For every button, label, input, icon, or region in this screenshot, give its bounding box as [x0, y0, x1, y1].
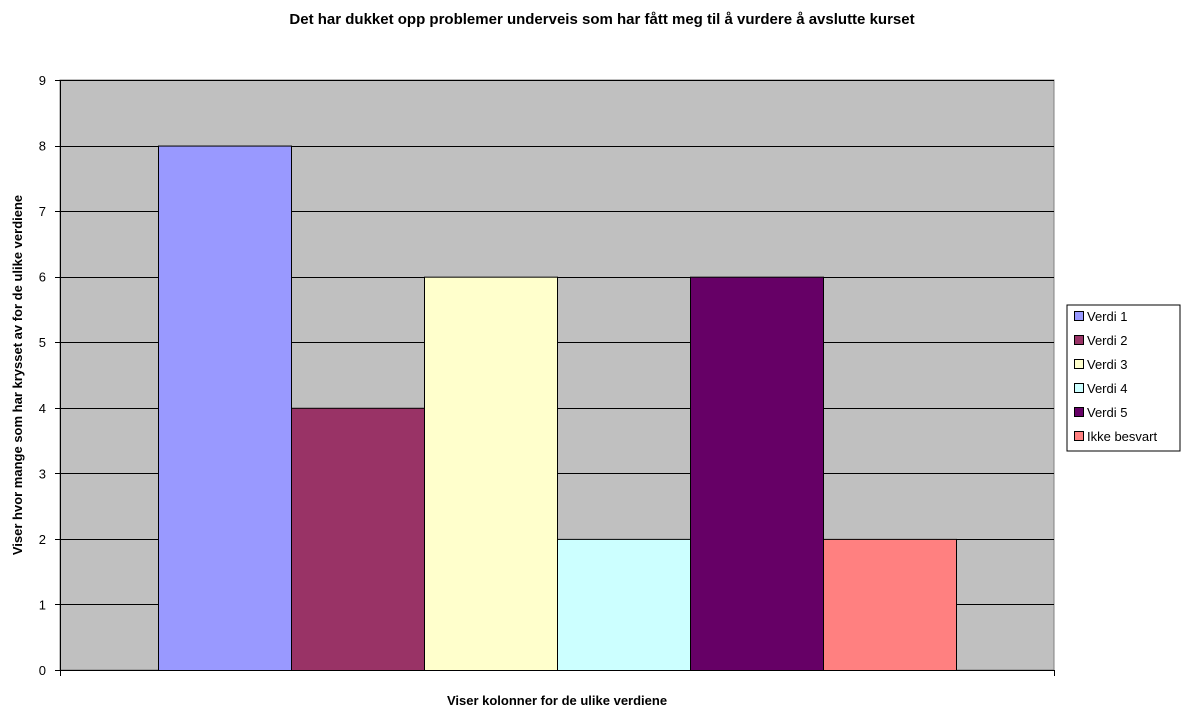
y-tick-label: 2 [39, 532, 46, 547]
y-axis-label: Viser hvor mange som har krysset av for … [10, 195, 25, 555]
legend-swatch [1074, 311, 1084, 321]
legend-label: Verdi 3 [1087, 357, 1127, 372]
y-tick-labels: 0 1 2 3 4 5 6 7 8 9 [39, 73, 46, 678]
bar-verdi-4 [557, 538, 691, 672]
legend-swatch [1074, 335, 1084, 345]
x-axis-label: Viser kolonner for de ulike verdiene [447, 693, 667, 708]
y-tick-label: 0 [39, 663, 46, 678]
legend-items: Verdi 1 Verdi 2 Verdi 3 Verdi 4 Verdi 5 Ikke … [1074, 309, 1157, 444]
legend-box [1066, 304, 1181, 452]
bar-verdi-3 [424, 276, 558, 671]
y-tick-label: 5 [39, 335, 46, 350]
y-tick-label: 9 [39, 73, 46, 88]
bar-verdi-2 [291, 407, 425, 671]
y-tick-label: 8 [39, 139, 46, 154]
legend-swatch [1074, 407, 1084, 417]
legend-swatch [1074, 383, 1084, 393]
y-tick-label: 3 [39, 466, 46, 481]
chart-title: Det har dukket opp problemer underveis s… [289, 11, 914, 28]
legend-label: Verdi 2 [1087, 333, 1127, 348]
y-tick-label: 4 [39, 401, 46, 416]
bar-ikke-besvart [823, 538, 957, 672]
legend: Verdi 1 Verdi 2 Verdi 3 Verdi 4 Verdi 5 Ikke … [1066, 304, 1181, 452]
legend-label: Verdi 4 [1087, 381, 1127, 396]
y-tick-label: 7 [39, 204, 46, 219]
y-tick-label: 1 [39, 597, 46, 612]
axes [55, 80, 1055, 676]
bar-verdi-5 [690, 276, 824, 671]
legend-label: Verdi 5 [1087, 405, 1127, 420]
bar-verdi-1 [158, 145, 292, 672]
legend-swatch [1074, 359, 1084, 369]
legend-label: Verdi 1 [1087, 309, 1127, 324]
y-tick-label: 6 [39, 270, 46, 285]
legend-swatch [1074, 431, 1084, 441]
bars [158, 145, 957, 672]
legend-label: Ikke besvart [1087, 429, 1157, 444]
